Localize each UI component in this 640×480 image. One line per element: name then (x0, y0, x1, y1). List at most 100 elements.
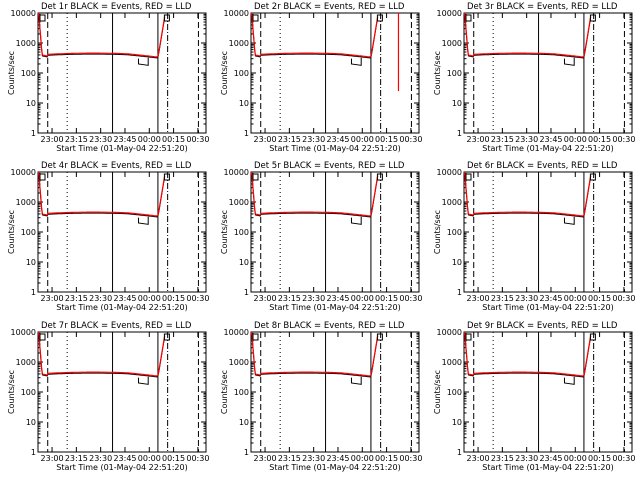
x-tick-label: 23:30 (89, 454, 112, 463)
panel-1: Det 1r BLACK = Events, RED = LLD 1 10 100 10… (7, 2, 209, 153)
x-tick-label: 00:15 (162, 454, 185, 463)
x-tick-label: 23:00 (254, 454, 277, 463)
y-tick-label: 10000 (224, 9, 249, 18)
y-tick-label: 1 (31, 448, 36, 457)
y-tick-label: 10 (452, 99, 462, 108)
series-lld (37, 171, 166, 217)
x-tick-label: 00:30 (399, 294, 422, 303)
y-tick-label: 1000 (16, 39, 36, 48)
x-tick-label: 00:00 (138, 294, 161, 303)
y-tick-label: 100 (234, 228, 249, 237)
saa-marker (376, 173, 383, 181)
x-tick-label: 00:15 (375, 294, 398, 303)
plot-frame (250, 331, 420, 453)
y-tick-label: 1 (244, 288, 249, 297)
y-tick-label: 10000 (11, 168, 36, 177)
x-tick-label: 23:00 (467, 294, 490, 303)
x-tick-label: 23:45 (539, 135, 562, 144)
panel-title: Det 3r BLACK = Events, RED = LLD (467, 2, 618, 12)
y-tick-label: 10 (26, 99, 36, 108)
y-tick-label: 1000 (229, 198, 249, 207)
x-tick-label: 23:30 (515, 135, 538, 144)
x-tick-label: 23:00 (467, 454, 490, 463)
x-tick-label: 23:45 (113, 294, 136, 303)
saa-marker (589, 173, 596, 181)
x-axis-label: Start Time (01-May-04 22:51:20) (482, 463, 613, 472)
series-events (37, 172, 166, 218)
y-tick-label: 10 (26, 418, 36, 427)
saa-marker (39, 173, 46, 181)
saa-marker (39, 14, 46, 22)
y-tick-label: 1000 (442, 198, 462, 207)
x-tick-label: 00:15 (162, 294, 185, 303)
x-tick-label: 00:15 (588, 135, 611, 144)
x-tick-label: 23:45 (326, 294, 349, 303)
x-tick-label: 00:15 (588, 294, 611, 303)
panel-title: Det 4r BLACK = Events, RED = LLD (41, 161, 192, 171)
series-lld (250, 12, 379, 58)
y-tick-label: 10 (239, 99, 249, 108)
x-tick-label: 23:30 (302, 454, 325, 463)
series-events-dip (137, 376, 149, 385)
x-tick-label: 23:30 (89, 135, 112, 144)
plot-frame (250, 171, 420, 293)
x-tick-label: 23:00 (41, 454, 64, 463)
y-axis-label: Counts/sec (7, 210, 16, 254)
x-tick-label: 23:15 (278, 135, 301, 144)
panel-title: Det 7r BLACK = Events, RED = LLD (41, 321, 192, 331)
plot-frame (463, 331, 633, 453)
x-tick-label: 23:30 (89, 294, 112, 303)
y-tick-label: 100 (234, 388, 249, 397)
y-tick-label: 100 (21, 69, 36, 78)
y-tick-label: 1 (31, 288, 36, 297)
saa-marker (589, 14, 596, 22)
x-tick-label: 00:00 (564, 454, 587, 463)
saa-marker (163, 14, 170, 22)
panel-title: Det 9r BLACK = Events, RED = LLD (467, 321, 618, 331)
series-events (463, 172, 592, 218)
series-events-dip (563, 376, 575, 385)
series-lld (250, 331, 379, 377)
x-axis-label: Start Time (01-May-04 22:51:20) (482, 303, 613, 312)
series-events (463, 332, 592, 378)
series-lld (37, 331, 166, 377)
x-tick-label: 23:45 (113, 135, 136, 144)
x-tick-label: 00:15 (375, 454, 398, 463)
x-tick-label: 23:45 (539, 294, 562, 303)
y-tick-label: 1 (457, 129, 462, 138)
y-tick-label: 1 (31, 129, 36, 138)
x-tick-label: 00:30 (612, 454, 635, 463)
x-tick-label: 23:15 (65, 454, 88, 463)
x-axis-label: Start Time (01-May-04 22:51:20) (56, 303, 187, 312)
y-axis-label: Counts/sec (7, 370, 16, 414)
panel-6: Det 6r BLACK = Events, RED = LLD 1 10 100 10… (433, 161, 635, 312)
series-events (250, 13, 379, 59)
x-tick-label: 23:30 (302, 135, 325, 144)
saa-marker (252, 333, 259, 341)
series-events-dip (137, 216, 149, 225)
series-events-dip (563, 216, 575, 225)
y-tick-label: 10 (239, 258, 249, 267)
x-tick-label: 23:00 (467, 135, 490, 144)
y-tick-label: 10 (452, 258, 462, 267)
x-tick-label: 23:15 (491, 294, 514, 303)
saa-marker (163, 333, 170, 341)
x-tick-label: 00:00 (351, 135, 374, 144)
x-tick-label: 00:30 (186, 294, 209, 303)
y-tick-label: 1000 (16, 198, 36, 207)
series-events-dip (137, 57, 149, 66)
x-tick-label: 00:15 (375, 135, 398, 144)
series-events (37, 13, 166, 59)
x-tick-label: 00:00 (351, 294, 374, 303)
series-lld (37, 12, 166, 58)
y-tick-label: 100 (21, 388, 36, 397)
x-tick-label: 23:00 (41, 294, 64, 303)
x-axis-label: Start Time (01-May-04 22:51:20) (269, 463, 400, 472)
y-tick-label: 100 (447, 228, 462, 237)
plot-frame (250, 12, 420, 134)
panel-title: Det 8r BLACK = Events, RED = LLD (254, 321, 405, 331)
y-tick-label: 1000 (229, 39, 249, 48)
y-tick-label: 10000 (224, 168, 249, 177)
plot-frame (463, 12, 633, 134)
